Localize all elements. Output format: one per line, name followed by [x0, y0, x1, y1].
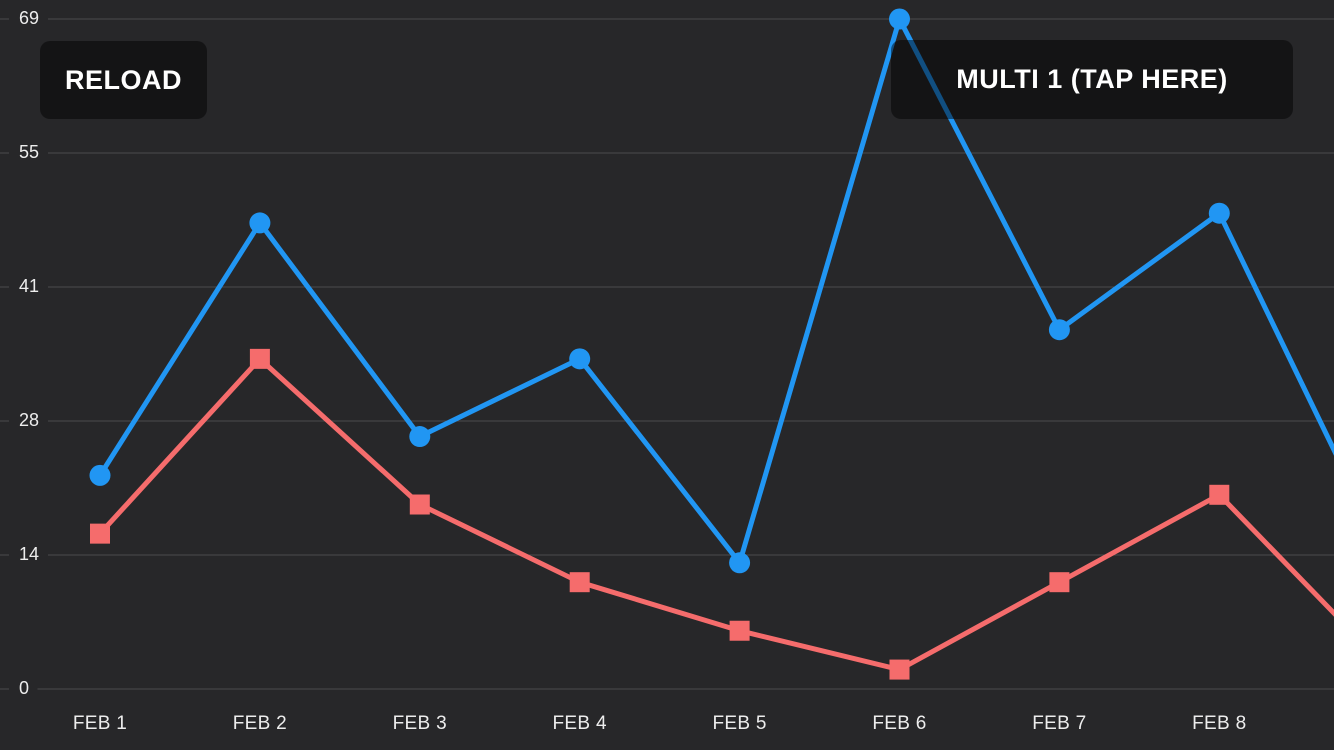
y-tick-label: 55	[19, 142, 39, 162]
reload-button[interactable]: RELOAD	[40, 41, 207, 119]
series-1-blue-point-feb-6[interactable]	[889, 8, 910, 30]
y-tick-label-gap	[9, 543, 48, 567]
series-2-red-point-feb-1[interactable]	[90, 523, 110, 544]
series-1-blue-point-feb-2[interactable]	[249, 212, 271, 234]
y-tick-label: 14	[19, 544, 39, 564]
series-1-blue-point-feb-1[interactable]	[89, 464, 111, 486]
series-2-red-point-feb-7[interactable]	[1049, 572, 1070, 593]
multi1-tap-here-button[interactable]: MULTI 1 (TAP HERE)	[891, 40, 1293, 119]
x-tick-label: FEB 6	[872, 713, 926, 734]
series-2-red-point-feb-5[interactable]	[729, 620, 750, 641]
y-tick-label-gap	[9, 677, 38, 701]
y-tick-label: 0	[19, 678, 29, 698]
x-tick-label: FEB 2	[233, 713, 287, 734]
x-tick-label: FEB 7	[1032, 713, 1086, 734]
x-tick-label: FEB 8	[1192, 713, 1246, 734]
x-tick-label: FEB 1	[73, 713, 127, 734]
y-tick-label: 41	[19, 276, 39, 296]
series-2-red-point-feb-6[interactable]	[889, 659, 910, 680]
y-tick-label-gap	[9, 275, 48, 299]
x-tick-label: FEB 5	[712, 713, 766, 734]
series-1-blue-point-feb-5[interactable]	[729, 552, 751, 574]
series-2-red-point-feb-4[interactable]	[569, 572, 590, 593]
series-1-blue-point-feb-7[interactable]	[1048, 319, 1070, 341]
series-2-red-point-feb-8[interactable]	[1209, 484, 1230, 505]
y-tick-label: 69	[19, 8, 39, 28]
y-tick-label-gap	[9, 409, 48, 433]
series-2-red-line	[97, 356, 1334, 673]
y-tick-label-gap	[9, 141, 48, 165]
series-1-blue-point-feb-8[interactable]	[1208, 202, 1230, 224]
x-tick-label: FEB 3	[393, 713, 447, 734]
y-tick-label-gap	[9, 7, 48, 31]
series-1-blue-point-feb-3[interactable]	[409, 426, 431, 448]
x-tick-label: FEB 4	[553, 713, 607, 734]
series-1-blue-point-feb-4[interactable]	[569, 348, 591, 370]
series-2-red-point-feb-3[interactable]	[409, 494, 430, 515]
series-2-red-point-feb-2[interactable]	[249, 348, 270, 369]
y-tick-label: 28	[19, 410, 39, 430]
